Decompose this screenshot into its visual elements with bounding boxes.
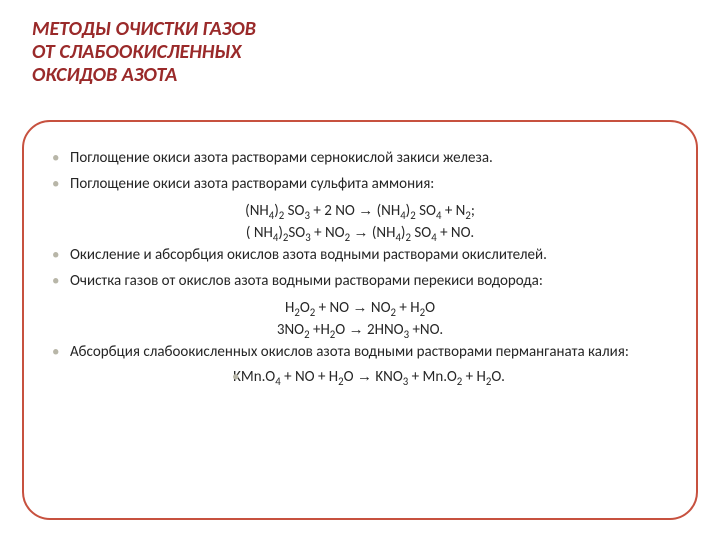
bullet-text: Очистка газов от окислов азота водными р…	[70, 272, 543, 290]
bullet-item: Поглощение окиси азота растворами сернок…	[52, 148, 668, 168]
bullet-list: Поглощение окиси азота растворами сернок…	[52, 148, 668, 195]
content-panel: Поглощение окиси азота растворами сернок…	[22, 120, 698, 520]
title-line-3: ОКСИДОВ АЗОТА	[32, 64, 688, 87]
equation-line: 3NO2 +H2O → 2HNO3 +NO.	[52, 320, 668, 340]
bullet-text: Поглощение окиси азота растворами сульфи…	[70, 175, 434, 193]
bullet-list: Окисление и абсорбция окислов азота водн…	[52, 245, 668, 292]
bullet-text: Поглощение окиси азота растворами сернок…	[70, 149, 493, 167]
equation-line: KMn.O4 + NO + H2O → KNO3 + Mn.O2 + H2O.	[52, 368, 668, 386]
title-line-2: ОТ СЛАБООКИСЛЕННЫХ	[32, 41, 688, 64]
equation-line: ( NH4)2SO3 + NO2 → (NH4)2 SO4 + NO.	[52, 223, 668, 243]
equation-line: H2O2 + NO → NO2 + H2O	[52, 298, 668, 318]
bullet-item: Очистка газов от окислов азота водными р…	[52, 271, 668, 291]
bullet-item: Поглощение окиси азота растворами сульфи…	[52, 174, 668, 194]
bullet-text: Абсорбция слабоокисленных окислов азота …	[70, 343, 629, 361]
bullet-item: Окисление и абсорбция окислов азота водн…	[52, 245, 668, 265]
title-line-1: МЕТОДЫ ОЧИСТКИ ГАЗОВ	[32, 18, 688, 41]
bullet-item: Абсорбция слабоокисленных окислов азота …	[52, 342, 668, 362]
bullet-list: Абсорбция слабоокисленных окислов азота …	[52, 342, 668, 362]
bullet-text: Окисление и абсорбция окислов азота водн…	[70, 246, 547, 264]
slide-title: МЕТОДЫ ОЧИСТКИ ГАЗОВ ОТ СЛАБООКИСЛЕННЫХ …	[32, 18, 688, 87]
equation-line: (NH4)2 SO3 + 2 NO → (NH4)2 SO4 + N2;	[52, 201, 668, 221]
